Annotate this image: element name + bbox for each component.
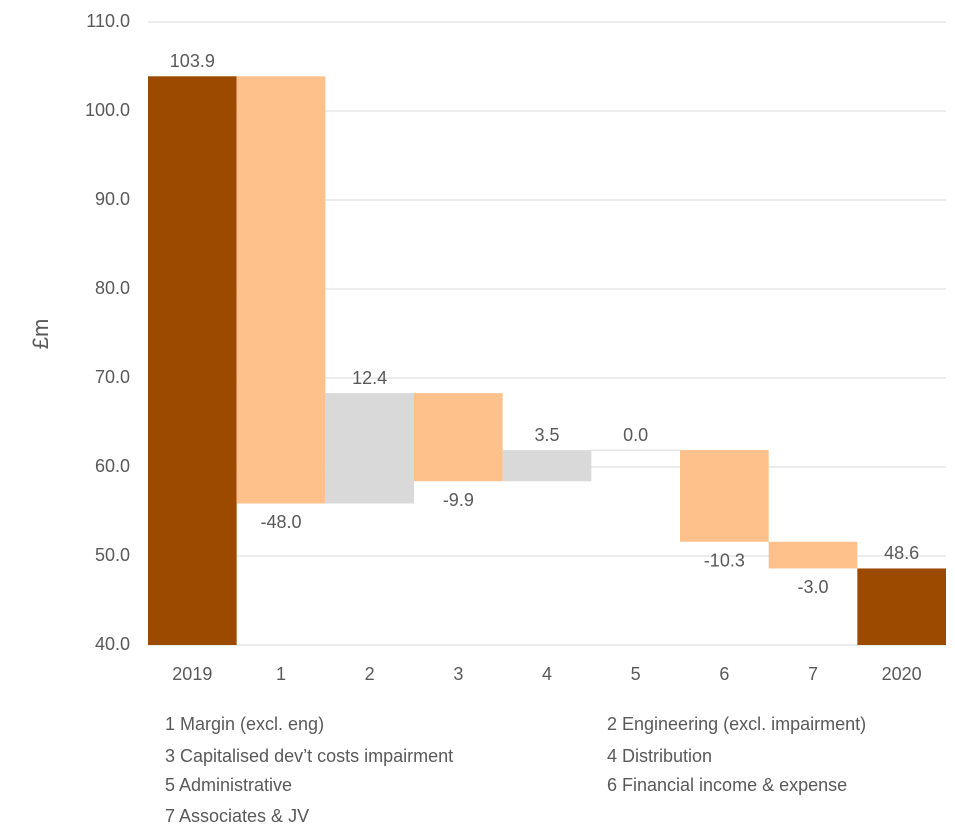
- footnote: 2 Engineering (excl. impairment): [607, 714, 866, 734]
- y-tick-label: 90.0: [95, 189, 130, 209]
- bar: [680, 450, 769, 542]
- x-tick-label: 5: [631, 664, 641, 684]
- bar: [414, 393, 503, 482]
- value-label: -3.0: [797, 577, 828, 597]
- y-axis-label: £m: [28, 319, 53, 350]
- value-label: 48.6: [884, 543, 919, 563]
- x-tick-label: 3: [453, 664, 463, 684]
- x-tick-label: 2020: [882, 664, 922, 684]
- bar: [148, 76, 237, 646]
- footnote: 4 Distribution: [607, 746, 712, 766]
- footnote: 1 Margin (excl. eng): [165, 714, 324, 734]
- value-label: -48.0: [260, 512, 301, 532]
- x-tick-label: 1: [276, 664, 286, 684]
- footnote: 5 Administrative: [165, 775, 292, 795]
- value-label: -10.3: [704, 551, 745, 571]
- y-tick-label: 50.0: [95, 545, 130, 565]
- x-tick-label: 7: [808, 664, 818, 684]
- value-label: 3.5: [534, 425, 559, 445]
- bar: [325, 393, 414, 504]
- x-tick-label: 4: [542, 664, 552, 684]
- y-tick-label: 110.0: [86, 11, 130, 31]
- y-tick-label: 70.0: [95, 367, 130, 387]
- footnote: 6 Financial income & expense: [607, 775, 847, 795]
- value-label: 103.9: [170, 51, 215, 71]
- bar: [768, 541, 858, 569]
- bar: [502, 450, 592, 482]
- value-label: 0.0: [623, 425, 648, 445]
- footnote: 7 Associates & JV: [165, 806, 309, 826]
- y-tick-label: 80.0: [95, 278, 130, 298]
- value-label: -9.9: [443, 490, 474, 510]
- y-tick-label: 60.0: [95, 456, 130, 476]
- x-tick-label: 2019: [172, 664, 212, 684]
- y-tick-label: 100.0: [85, 100, 130, 120]
- bar: [857, 568, 946, 645]
- value-label: 12.4: [352, 368, 387, 388]
- x-tick-label: 6: [719, 664, 729, 684]
- x-tick-label: 2: [365, 664, 375, 684]
- y-tick-label: 40.0: [95, 634, 130, 654]
- footnote: 3 Capitalised dev’t costs impairment: [165, 746, 453, 766]
- bar: [236, 76, 326, 504]
